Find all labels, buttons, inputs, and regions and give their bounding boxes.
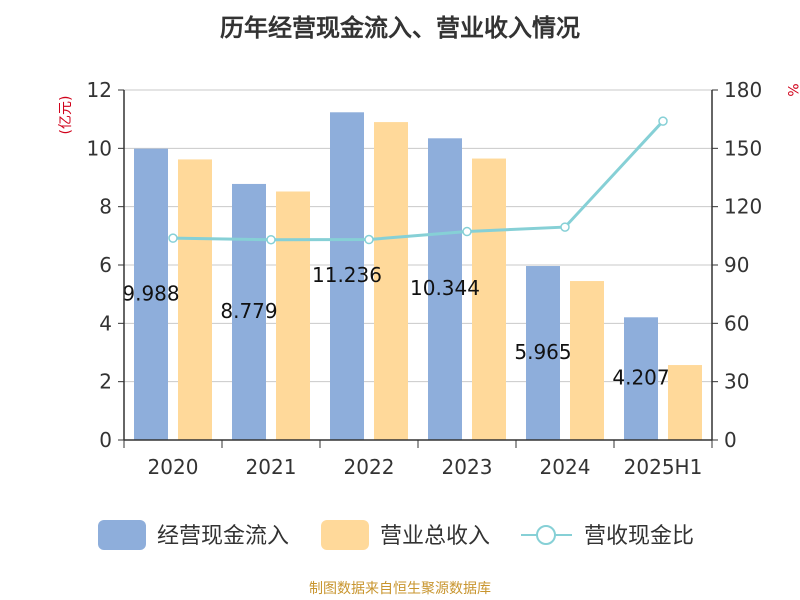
ratio-point: [658, 116, 668, 126]
left-tick-label: 2: [99, 370, 112, 394]
axes: 0 0 2 30 4 60 6 90 8 120 10 150 12 180 (亿元)% 2020 2021 20…: [58, 78, 800, 479]
data-label: 10.344: [410, 276, 480, 300]
left-axis-title: (亿元): [58, 96, 74, 135]
right-tick-label: 120: [724, 195, 762, 219]
right-tick-label: 150: [724, 136, 762, 160]
x-tick-label: 2024: [540, 455, 591, 479]
grid-lines: [124, 89, 712, 383]
data-label: 11.236: [312, 263, 382, 287]
left-tick-label: 8: [99, 195, 112, 219]
x-tick-label: 2021: [246, 455, 297, 479]
bar-revenue: [570, 281, 604, 440]
left-tick-label: 4: [99, 311, 112, 335]
x-tick-label: 2020: [148, 455, 199, 479]
bar-cash-inflow: [232, 183, 266, 440]
ratio-point: [266, 234, 276, 245]
bars: [134, 112, 702, 441]
chart-title: 历年经营现金流入、营业收入情况: [220, 14, 580, 42]
ratio-point: [462, 226, 472, 237]
data-label: 9.988: [122, 281, 179, 305]
ratio-point: [560, 222, 570, 232]
ratio-line: [168, 116, 668, 245]
bar-cash-inflow: [330, 112, 364, 441]
legend-label-revenue: 营业总收入: [380, 524, 490, 549]
ratio-point: [168, 233, 178, 243]
left-tick-label: 10: [87, 136, 112, 160]
legend-swatch-ratio-marker: [536, 525, 556, 545]
legend-swatch-revenue: [321, 520, 369, 550]
ratio-line-path: [172, 120, 665, 242]
data-label: 8.779: [220, 299, 277, 323]
source-note: 制图数据来自恒生聚源数据库: [309, 581, 491, 597]
right-tick-label: 90: [724, 253, 749, 277]
right-tick-label: 30: [724, 370, 749, 394]
bar-revenue: [374, 122, 408, 440]
right-axis-title: %: [784, 83, 800, 96]
legend-swatch-cash-inflow: [98, 520, 146, 550]
left-tick-label: 12: [87, 78, 112, 102]
left-tick-label: 6: [99, 253, 112, 277]
legend-label-ratio: 营收现金比: [584, 524, 694, 549]
bar-cash-inflow: [526, 266, 560, 440]
bar-cash-inflow: [624, 317, 658, 440]
legend: 经营现金流入 营业总收入 营收现金比: [98, 520, 694, 550]
x-tick-label: 2025H1: [624, 455, 703, 479]
right-tick-label: 60: [724, 311, 749, 335]
bar-cash-inflow: [134, 148, 168, 440]
bar-revenue: [668, 365, 702, 440]
right-tick-label: 180: [724, 78, 762, 102]
x-tick-label: 2022: [344, 455, 395, 479]
left-tick-label: 0: [99, 428, 112, 452]
legend-label-cash-inflow: 经营现金流入: [157, 524, 289, 549]
data-label: 5.965: [514, 340, 571, 364]
ratio-point: [364, 234, 374, 245]
bar-revenue: [472, 158, 506, 440]
right-tick-label: 0: [724, 428, 737, 452]
bar-revenue: [276, 191, 310, 440]
x-tick-label: 2023: [442, 455, 493, 479]
data-labels: 9.988 8.779 11.236 10.344 5.965 4.207: [122, 263, 669, 390]
data-label: 4.207: [612, 366, 669, 390]
bar-cash-inflow: [428, 138, 462, 441]
bar-revenue: [178, 159, 212, 440]
